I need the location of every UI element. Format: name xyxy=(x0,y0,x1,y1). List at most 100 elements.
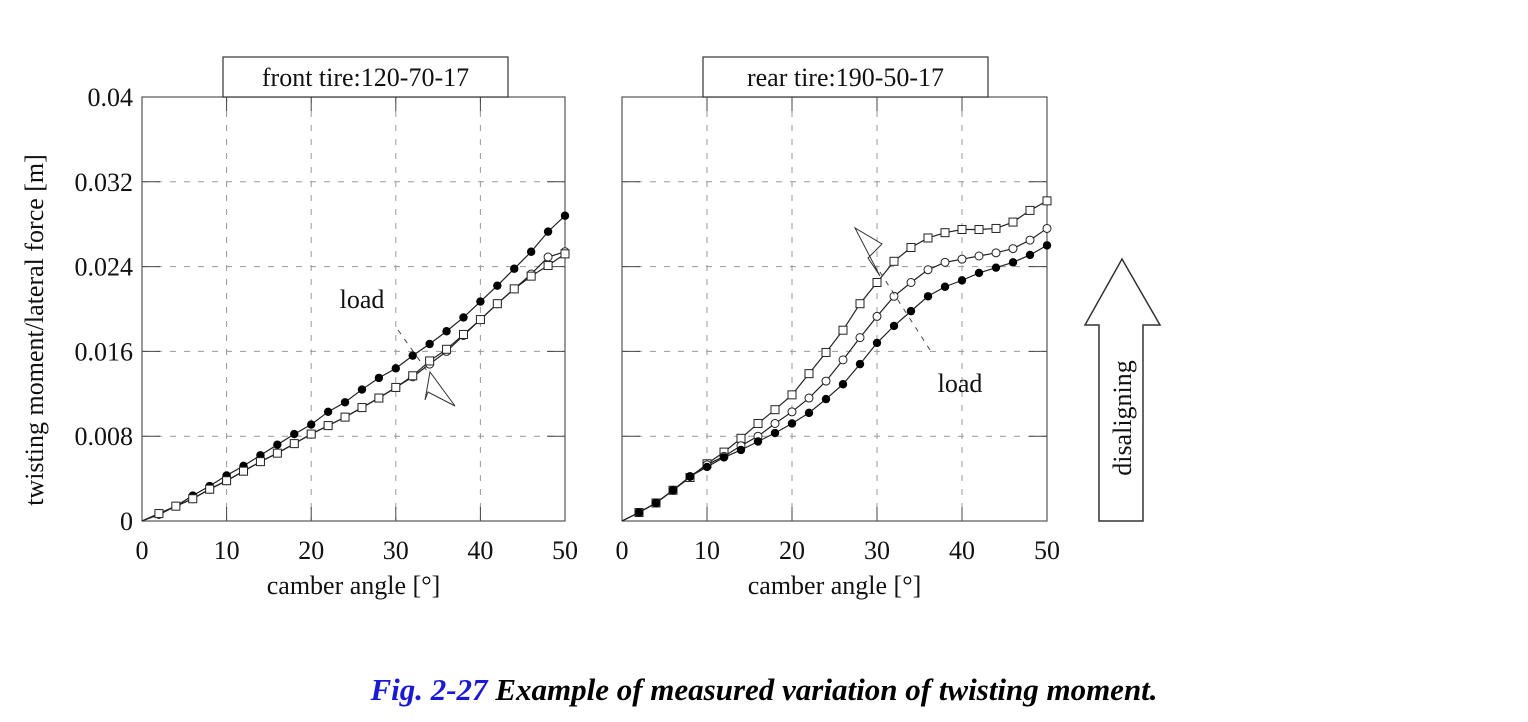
data-point-filled-circle xyxy=(889,321,899,331)
data-point-filled-circle xyxy=(510,264,519,273)
data-point-open-square xyxy=(323,421,333,431)
data-point-open-circle xyxy=(787,407,797,417)
data-point-filled-circle xyxy=(787,419,797,428)
load-direction-line xyxy=(879,271,931,351)
data-point-filled-circle xyxy=(804,408,814,418)
data-point-open-square xyxy=(543,261,553,271)
load-arrow-icon xyxy=(853,226,883,277)
data-point-open-square xyxy=(205,484,215,494)
data-point-filled-circle xyxy=(651,498,661,508)
data-point-open-circle xyxy=(543,252,553,262)
data-point-open-square xyxy=(306,429,316,439)
series-line-filled-circle xyxy=(621,244,1048,522)
data-point-filled-circle xyxy=(1008,258,1018,267)
data-point-open-square xyxy=(239,466,249,476)
data-point-open-square xyxy=(560,249,570,259)
data-point-open-circle xyxy=(923,265,933,275)
panel-title: rear tire:190-50-17 xyxy=(747,63,944,92)
data-point-open-circle xyxy=(940,257,950,267)
data-point-filled-circle xyxy=(957,276,967,285)
data-point-open-square xyxy=(736,433,746,443)
load-arrow-icon xyxy=(424,370,456,407)
y-tick-label: 0.04 xyxy=(88,83,134,112)
data-point-open-circle xyxy=(855,333,865,343)
data-point-filled-circle xyxy=(855,359,865,369)
data-point-open-square xyxy=(374,393,384,403)
data-point-filled-circle xyxy=(838,380,848,389)
data-point-filled-circle xyxy=(702,462,712,472)
data-point-open-circle xyxy=(804,393,814,403)
data-point-filled-circle xyxy=(425,339,434,349)
x-tick-label: 20 xyxy=(779,536,805,565)
x-tick-label: 50 xyxy=(552,536,578,565)
data-point-filled-circle xyxy=(476,297,485,306)
data-point-filled-circle xyxy=(1025,250,1035,260)
data-point-open-square xyxy=(442,344,452,354)
data-point-filled-circle xyxy=(719,453,729,462)
data-point-open-circle xyxy=(1042,223,1052,233)
data-point-open-circle xyxy=(770,418,780,428)
data-point-filled-circle xyxy=(442,327,451,336)
data-point-filled-circle xyxy=(974,268,984,278)
x-axis-label: camber angle [°] xyxy=(748,571,922,600)
x-tick-label: 30 xyxy=(383,536,409,565)
data-point-filled-circle xyxy=(821,394,831,404)
load-annotation: load xyxy=(340,285,385,314)
data-point-open-square xyxy=(222,476,232,486)
data-point-open-square xyxy=(753,418,763,428)
data-point-open-square xyxy=(770,405,780,415)
y-tick-label: 0.016 xyxy=(75,337,134,366)
data-point-open-square xyxy=(357,403,367,413)
data-point-open-circle xyxy=(974,251,984,261)
x-tick-label: 0 xyxy=(136,536,149,565)
data-point-open-square xyxy=(188,494,198,504)
data-point-filled-circle xyxy=(770,428,780,438)
data-point-filled-circle xyxy=(991,263,1001,272)
data-point-open-circle xyxy=(838,355,848,365)
data-point-filled-circle xyxy=(290,429,299,439)
data-point-filled-circle xyxy=(668,486,678,495)
x-tick-label: 10 xyxy=(214,536,240,565)
data-point-filled-circle xyxy=(923,292,933,301)
data-point-filled-circle xyxy=(634,508,644,517)
series-line-open-square xyxy=(621,200,1048,522)
data-point-filled-circle xyxy=(307,420,316,429)
data-point-filled-circle xyxy=(940,282,950,291)
data-point-open-square xyxy=(889,256,899,266)
data-point-filled-circle xyxy=(340,398,350,407)
data-point-open-square xyxy=(855,299,865,309)
data-point-open-square xyxy=(526,271,536,281)
data-point-filled-circle xyxy=(391,364,400,373)
front-tire-panel: 0 10 20 30 40 50 0 0.008 0.016 0.024 0.032 0.04 fron… xyxy=(75,56,578,600)
disaligning-arrow: disaligning xyxy=(1083,257,1162,522)
y-tick-label: 0.032 xyxy=(75,168,134,197)
y-axis-label: twisting moment/lateral force [m] xyxy=(20,154,49,506)
data-point-open-square xyxy=(1042,196,1052,206)
data-point-open-circle xyxy=(957,254,967,264)
data-point-open-square xyxy=(991,223,1001,233)
data-point-open-square xyxy=(787,390,797,400)
data-point-filled-circle xyxy=(906,306,916,316)
data-point-open-square xyxy=(391,382,401,392)
data-point-open-square xyxy=(957,225,967,234)
rear-tire-panel: 0 10 20 30 40 50 rear tire:190-50-17 camber ang… xyxy=(616,56,1060,600)
data-point-filled-circle xyxy=(526,247,536,256)
data-point-open-circle xyxy=(821,376,831,386)
data-point-open-circle xyxy=(991,248,1001,258)
data-point-filled-circle xyxy=(459,313,468,322)
y-tick-label: 0.024 xyxy=(75,253,134,282)
data-point-open-square xyxy=(272,448,282,458)
data-point-open-square xyxy=(804,369,814,379)
y-tick-label: 0.008 xyxy=(75,422,134,451)
x-tick-label: 40 xyxy=(949,536,975,565)
data-point-open-circle xyxy=(872,311,882,321)
data-point-open-square xyxy=(458,329,468,339)
data-point-filled-circle xyxy=(753,437,763,446)
data-point-open-square xyxy=(171,501,181,511)
data-point-open-square xyxy=(974,225,984,234)
data-point-filled-circle xyxy=(357,385,367,394)
figure-caption: Fig. 2-27 Example of measured variation … xyxy=(0,672,1528,708)
x-tick-label: 30 xyxy=(864,536,890,565)
data-point-filled-circle xyxy=(872,338,882,348)
